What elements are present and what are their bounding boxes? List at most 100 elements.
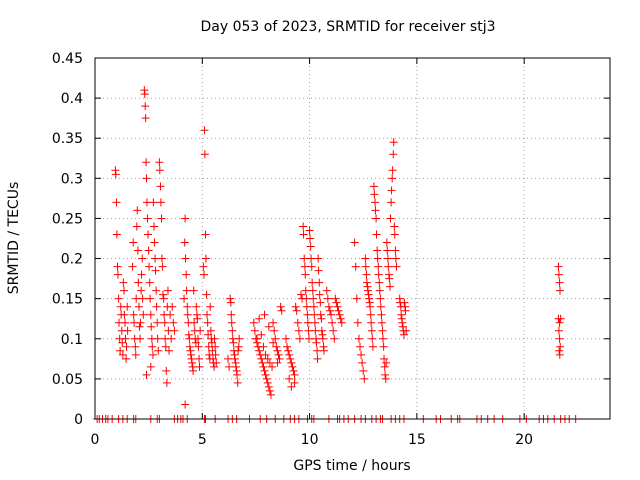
data-point bbox=[262, 374, 271, 383]
data-point bbox=[203, 310, 212, 319]
data-points bbox=[93, 86, 580, 423]
data-point bbox=[195, 362, 204, 371]
data-point bbox=[153, 318, 162, 327]
data-point bbox=[367, 318, 376, 327]
data-point bbox=[314, 254, 323, 263]
data-point bbox=[292, 306, 301, 315]
y-tick-label: 0.3 bbox=[61, 171, 83, 187]
y-tick-label: 0 bbox=[74, 412, 83, 428]
x-tick-label: 20 bbox=[515, 432, 533, 448]
data-point bbox=[144, 230, 153, 239]
data-point bbox=[195, 354, 204, 363]
data-point bbox=[189, 366, 198, 375]
data-point bbox=[152, 286, 161, 295]
data-point bbox=[368, 334, 377, 343]
data-point bbox=[183, 302, 192, 311]
data-point bbox=[139, 310, 148, 319]
data-point bbox=[144, 246, 153, 255]
data-point bbox=[386, 214, 395, 223]
y-tick-label: 0.45 bbox=[52, 51, 83, 67]
data-point bbox=[554, 326, 563, 335]
data-point bbox=[150, 238, 159, 247]
data-point bbox=[151, 266, 160, 275]
data-point bbox=[227, 310, 236, 319]
data-point bbox=[230, 354, 239, 363]
data-point bbox=[146, 294, 155, 303]
data-point bbox=[328, 318, 337, 327]
data-point bbox=[269, 318, 278, 327]
y-axis-label: SRMTID / TECUs bbox=[6, 182, 22, 295]
data-point bbox=[211, 342, 220, 351]
data-point bbox=[317, 326, 326, 335]
data-point bbox=[362, 270, 371, 279]
data-point bbox=[295, 334, 304, 343]
data-point bbox=[293, 318, 302, 327]
data-point bbox=[162, 366, 171, 375]
data-point bbox=[206, 302, 215, 311]
data-point bbox=[350, 238, 359, 247]
data-point bbox=[258, 358, 267, 367]
data-point bbox=[302, 302, 311, 311]
data-point bbox=[371, 198, 380, 207]
data-point bbox=[301, 270, 310, 279]
data-point bbox=[374, 270, 383, 279]
data-point bbox=[275, 354, 284, 363]
data-point bbox=[272, 342, 281, 351]
data-point bbox=[134, 278, 143, 287]
data-point bbox=[555, 318, 564, 327]
data-point bbox=[390, 230, 399, 239]
data-point bbox=[152, 302, 161, 311]
data-point bbox=[116, 346, 125, 355]
data-point bbox=[199, 262, 208, 271]
data-point bbox=[318, 334, 327, 343]
data-point bbox=[312, 338, 321, 347]
data-point bbox=[181, 254, 190, 263]
data-point bbox=[366, 310, 375, 319]
data-point bbox=[113, 262, 122, 271]
axis-ticks: 0 0.05 0.1 0.15 0.2 0.25 0.3 0.35 0.4 0.45 0 5 10 15 2… bbox=[52, 51, 610, 448]
data-point bbox=[353, 318, 362, 327]
data-point bbox=[359, 366, 368, 375]
data-point bbox=[181, 400, 190, 409]
data-point bbox=[281, 334, 290, 343]
data-point bbox=[315, 290, 324, 299]
data-point bbox=[255, 346, 264, 355]
data-point bbox=[259, 362, 268, 371]
data-point bbox=[270, 326, 279, 335]
y-tick-label: 0.25 bbox=[52, 211, 83, 227]
data-point bbox=[137, 270, 146, 279]
data-point bbox=[284, 346, 293, 355]
y-tick-label: 0.15 bbox=[52, 292, 83, 308]
data-point bbox=[225, 362, 234, 371]
data-point bbox=[556, 286, 565, 295]
data-point bbox=[325, 306, 334, 315]
data-point bbox=[159, 294, 168, 303]
data-point bbox=[402, 326, 411, 335]
x-axis-label: GPS time / hours bbox=[293, 458, 410, 474]
data-point bbox=[263, 378, 272, 387]
data-point bbox=[307, 254, 316, 263]
data-point bbox=[212, 358, 221, 367]
data-point bbox=[234, 346, 243, 355]
data-point bbox=[121, 334, 130, 343]
data-point bbox=[299, 230, 308, 239]
data-point bbox=[303, 310, 312, 319]
data-point bbox=[334, 306, 343, 315]
data-point bbox=[119, 278, 128, 287]
data-point bbox=[182, 270, 191, 279]
data-point bbox=[235, 334, 244, 343]
data-point bbox=[287, 382, 296, 391]
data-point bbox=[264, 322, 273, 331]
data-point bbox=[401, 306, 410, 315]
data-point bbox=[249, 318, 258, 327]
data-point bbox=[231, 362, 240, 371]
data-point bbox=[273, 346, 282, 355]
data-point bbox=[268, 362, 277, 371]
data-point bbox=[155, 158, 164, 167]
data-point bbox=[196, 326, 205, 335]
data-point bbox=[391, 254, 400, 263]
data-point bbox=[203, 318, 212, 327]
data-point bbox=[303, 318, 312, 327]
data-point bbox=[381, 370, 390, 379]
data-point bbox=[383, 254, 392, 263]
